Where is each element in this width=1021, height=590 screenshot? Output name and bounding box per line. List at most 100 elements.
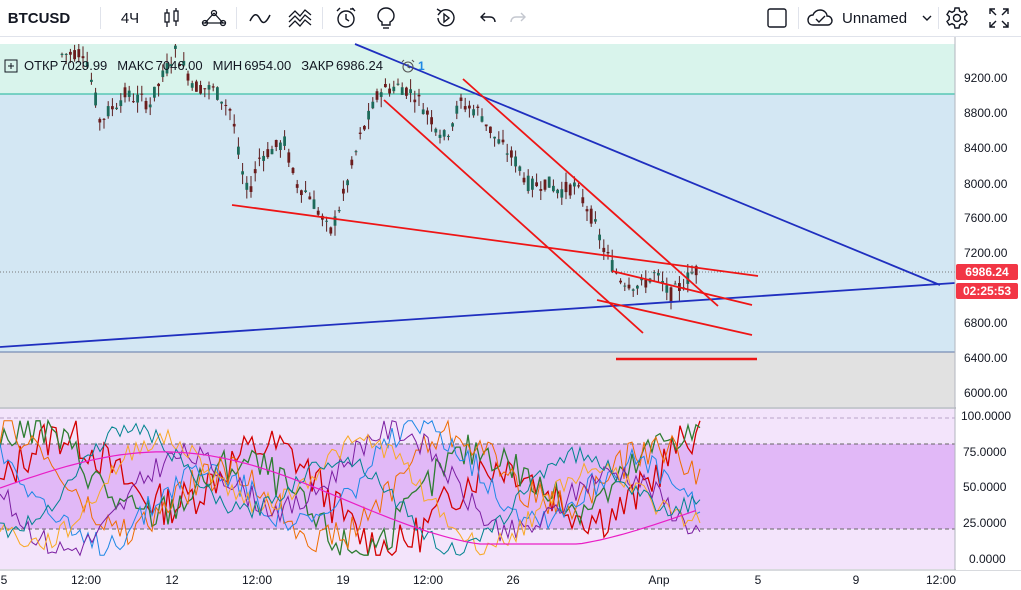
candle-body xyxy=(249,186,253,192)
candle-body xyxy=(442,130,446,137)
candle-body xyxy=(127,90,131,97)
candle-body xyxy=(73,50,76,60)
replay-button[interactable] xyxy=(430,0,462,36)
candle-body xyxy=(560,189,564,198)
red-wedge-lower[interactable] xyxy=(596,299,753,336)
candle-body xyxy=(694,266,698,276)
candle-body xyxy=(106,106,110,117)
candle-body xyxy=(316,210,320,215)
candle-body xyxy=(115,107,118,110)
candle-body xyxy=(564,181,568,193)
candle-body xyxy=(123,87,127,98)
time-tick: 12:00 xyxy=(71,573,101,587)
oscillator-tick: 0.0000 xyxy=(969,552,1006,566)
indicators-icon xyxy=(201,9,227,27)
candle-body xyxy=(169,64,173,67)
candle-body xyxy=(220,101,223,104)
candle-body xyxy=(325,220,328,222)
candle-body xyxy=(497,139,501,144)
close-label: ЗАКР xyxy=(301,58,334,73)
candle-body xyxy=(673,283,677,285)
candle-body xyxy=(312,199,316,209)
undo-button[interactable] xyxy=(474,0,502,36)
candle-body xyxy=(132,101,135,103)
interval-button[interactable]: 4Ч xyxy=(112,0,148,36)
time-axis[interactable] xyxy=(0,571,1021,590)
alerts-count: 1 xyxy=(417,58,425,73)
red-channel-upper[interactable] xyxy=(462,78,719,307)
candle-body xyxy=(308,196,312,200)
candle-body xyxy=(619,280,622,283)
candle-body xyxy=(207,85,211,90)
fullscreen-button[interactable] xyxy=(984,0,1014,36)
time-tick: 12:00 xyxy=(926,573,956,587)
chart-style-button[interactable] xyxy=(156,0,188,36)
candle-body xyxy=(232,123,236,127)
collapse-icon[interactable] xyxy=(4,59,18,73)
compare-button[interactable] xyxy=(198,0,230,36)
candle-body xyxy=(581,197,585,204)
alarm-clock-icon[interactable] xyxy=(401,59,415,73)
lower-zone xyxy=(0,352,955,407)
interval-label: 4Ч xyxy=(120,9,140,27)
fullscreen-icon xyxy=(989,8,1009,28)
candle-body xyxy=(434,128,438,133)
toolbar-separator xyxy=(938,7,939,29)
candle-body xyxy=(636,285,639,289)
price-tick: 9200.00 xyxy=(964,71,1008,85)
candle-body xyxy=(85,61,89,67)
low-value: 6954.00 xyxy=(244,58,292,73)
candle-body xyxy=(224,104,228,106)
select-checkbox[interactable] xyxy=(762,0,792,36)
symbol-label: BTCUSD xyxy=(7,9,71,27)
open-label: ОТКР xyxy=(24,58,59,73)
symbol-search-button[interactable]: BTCUSD xyxy=(4,0,74,36)
redo-button[interactable] xyxy=(504,0,532,36)
chevron-down-icon[interactable] xyxy=(921,12,933,24)
templates-button[interactable] xyxy=(284,0,316,36)
time-tick: 12 xyxy=(165,573,179,587)
candle-body xyxy=(90,79,93,82)
candle-body xyxy=(421,109,425,115)
red-wedge-mid[interactable] xyxy=(611,270,753,306)
candle-body xyxy=(81,56,85,59)
candle-body xyxy=(472,109,475,116)
price-tick: 8800.00 xyxy=(964,106,1008,120)
oscillator-signal-line xyxy=(0,451,697,545)
red-channel-lower[interactable] xyxy=(383,99,644,334)
low-label: МИН xyxy=(212,58,243,73)
price-axis[interactable] xyxy=(956,37,1021,570)
indicators-button[interactable] xyxy=(244,0,276,36)
blue-trendline-lower[interactable] xyxy=(0,282,956,348)
candle-body xyxy=(363,125,366,130)
time-tick: 5 xyxy=(755,573,762,587)
candle-body xyxy=(295,184,299,188)
candle-body xyxy=(161,70,165,78)
candle-body xyxy=(501,139,505,143)
time-tick: 12:00 xyxy=(242,573,272,587)
candle-body xyxy=(627,284,631,289)
candle-body xyxy=(258,157,261,159)
candlesticks xyxy=(60,44,698,310)
settings-button[interactable] xyxy=(942,0,972,36)
candle-body xyxy=(211,86,215,88)
candle-body xyxy=(577,185,580,187)
oscillator-tick: 25.0000 xyxy=(963,516,1007,530)
save-layout-button[interactable]: Unnamed xyxy=(806,0,936,36)
oscillator-tick: 50.0000 xyxy=(963,480,1007,494)
candle-body xyxy=(102,118,106,120)
candle-body xyxy=(367,110,370,120)
templates-icon xyxy=(288,9,312,28)
blue-trendline-upper[interactable] xyxy=(354,43,941,286)
time-tick: Апр xyxy=(648,573,670,587)
trendlines[interactable] xyxy=(0,43,956,361)
idea-icon xyxy=(377,7,395,29)
idea-button[interactable] xyxy=(370,0,402,36)
alert-button[interactable] xyxy=(330,0,362,36)
candle-body xyxy=(430,117,433,125)
time-tick: 19 xyxy=(336,573,350,587)
candle-body xyxy=(190,83,194,88)
candle-body xyxy=(329,227,333,234)
candle-body xyxy=(375,91,379,100)
